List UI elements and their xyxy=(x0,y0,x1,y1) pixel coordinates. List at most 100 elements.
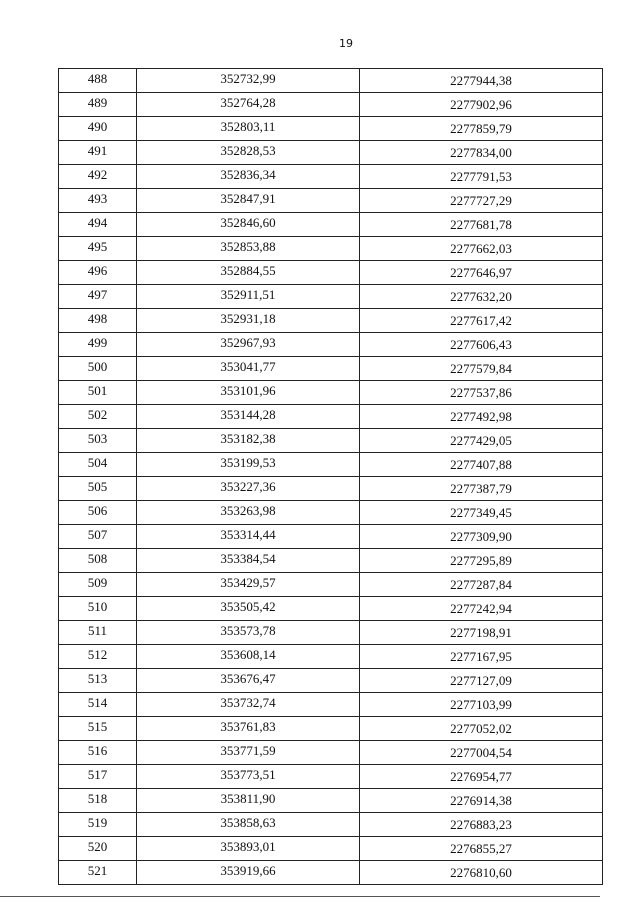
y-coordinate-cell: 2277349,45 xyxy=(359,500,603,525)
table-row: 519 353858,63 2276883,23 xyxy=(58,812,603,837)
y-coordinate-cell: 2277791,53 xyxy=(359,164,603,189)
x-coordinate-cell: 353811,90 xyxy=(136,788,360,813)
x-coordinate-cell: 352847,91 xyxy=(136,188,360,213)
y-coordinate-cell: 2277859,79 xyxy=(359,116,603,141)
point-number-cell: 503 xyxy=(58,428,137,453)
point-number-cell: 498 xyxy=(58,308,137,333)
table-row: 517 353773,51 2276954,77 xyxy=(58,764,603,789)
x-coordinate-cell: 353182,38 xyxy=(136,428,360,453)
y-coordinate-cell: 2277944,38 xyxy=(359,68,603,93)
y-coordinate-cell: 2277004,54 xyxy=(359,740,603,765)
y-coordinate-cell: 2276883,23 xyxy=(359,812,603,837)
x-coordinate-cell: 353773,51 xyxy=(136,764,360,789)
x-coordinate-cell: 353771,59 xyxy=(136,740,360,765)
y-coordinate-cell: 2277537,86 xyxy=(359,380,603,405)
point-number-cell: 517 xyxy=(58,764,137,789)
x-coordinate-cell: 353893,01 xyxy=(136,836,360,861)
x-coordinate-cell: 353573,78 xyxy=(136,620,360,645)
y-coordinate-cell: 2277617,42 xyxy=(359,308,603,333)
table-row: 503 353182,38 2277429,05 xyxy=(58,428,603,453)
y-coordinate-cell: 2277834,00 xyxy=(359,140,603,165)
point-number-cell: 499 xyxy=(58,332,137,357)
x-coordinate-cell: 352931,18 xyxy=(136,308,360,333)
x-coordinate-cell: 353101,96 xyxy=(136,380,360,405)
table-body: 488 352732,99 2277944,38 489 352764,28 227790… xyxy=(58,68,603,885)
table-row: 516 353771,59 2277004,54 xyxy=(58,740,603,765)
y-coordinate-cell: 2276855,27 xyxy=(359,836,603,861)
x-coordinate-cell: 353505,42 xyxy=(136,596,360,621)
point-number-cell: 520 xyxy=(58,836,137,861)
table-row: 495 352853,88 2277662,03 xyxy=(58,236,603,261)
x-coordinate-cell: 352764,28 xyxy=(136,92,360,117)
table-row: 504 353199,53 2277407,88 xyxy=(58,452,603,477)
table-row: 520 353893,01 2276855,27 xyxy=(58,836,603,861)
table-row: 514 353732,74 2277103,99 xyxy=(58,692,603,717)
x-coordinate-cell: 353676,47 xyxy=(136,668,360,693)
page-edge-divider xyxy=(0,896,600,897)
coordinates-table: 488 352732,99 2277944,38 489 352764,28 227790… xyxy=(58,68,603,885)
table-row: 513 353676,47 2277127,09 xyxy=(58,668,603,693)
point-number-cell: 514 xyxy=(58,692,137,717)
table-row: 500 353041,77 2277579,84 xyxy=(58,356,603,381)
x-coordinate-cell: 352828,53 xyxy=(136,140,360,165)
table-row: 521 353919,66 2276810,60 xyxy=(58,860,603,885)
table-row: 505 353227,36 2277387,79 xyxy=(58,476,603,501)
y-coordinate-cell: 2277407,88 xyxy=(359,452,603,477)
x-coordinate-cell: 353919,66 xyxy=(136,860,360,885)
table-row: 489 352764,28 2277902,96 xyxy=(58,92,603,117)
table-row: 492 352836,34 2277791,53 xyxy=(58,164,603,189)
x-coordinate-cell: 353199,53 xyxy=(136,452,360,477)
point-number-cell: 506 xyxy=(58,500,137,525)
x-coordinate-cell: 352846,60 xyxy=(136,212,360,237)
y-coordinate-cell: 2277052,02 xyxy=(359,716,603,741)
y-coordinate-cell: 2277662,03 xyxy=(359,236,603,261)
x-coordinate-cell: 353041,77 xyxy=(136,356,360,381)
point-number-cell: 509 xyxy=(58,572,137,597)
x-coordinate-cell: 353263,98 xyxy=(136,500,360,525)
table-row: 490 352803,11 2277859,79 xyxy=(58,116,603,141)
y-coordinate-cell: 2277309,90 xyxy=(359,524,603,549)
x-coordinate-cell: 353608,14 xyxy=(136,644,360,669)
x-coordinate-cell: 352853,88 xyxy=(136,236,360,261)
table-row: 512 353608,14 2277167,95 xyxy=(58,644,603,669)
point-number-cell: 508 xyxy=(58,548,137,573)
table-row: 498 352931,18 2277617,42 xyxy=(58,308,603,333)
table-row: 493 352847,91 2277727,29 xyxy=(58,188,603,213)
point-number-cell: 513 xyxy=(58,668,137,693)
point-number-cell: 494 xyxy=(58,212,137,237)
y-coordinate-cell: 2277287,84 xyxy=(359,572,603,597)
y-coordinate-cell: 2277242,94 xyxy=(359,596,603,621)
table-row: 510 353505,42 2277242,94 xyxy=(58,596,603,621)
y-coordinate-cell: 2277295,89 xyxy=(359,548,603,573)
table-row: 518 353811,90 2276914,38 xyxy=(58,788,603,813)
table-row: 488 352732,99 2277944,38 xyxy=(58,68,603,93)
table-row: 515 353761,83 2277052,02 xyxy=(58,716,603,741)
x-coordinate-cell: 352803,11 xyxy=(136,116,360,141)
point-number-cell: 504 xyxy=(58,452,137,477)
y-coordinate-cell: 2277579,84 xyxy=(359,356,603,381)
x-coordinate-cell: 353144,28 xyxy=(136,404,360,429)
x-coordinate-cell: 353227,36 xyxy=(136,476,360,501)
x-coordinate-cell: 353314,44 xyxy=(136,524,360,549)
table-row: 494 352846,60 2277681,78 xyxy=(58,212,603,237)
point-number-cell: 490 xyxy=(58,116,137,141)
y-coordinate-cell: 2277681,78 xyxy=(359,212,603,237)
x-coordinate-cell: 352732,99 xyxy=(136,68,360,93)
x-coordinate-cell: 353761,83 xyxy=(136,716,360,741)
point-number-cell: 500 xyxy=(58,356,137,381)
point-number-cell: 519 xyxy=(58,812,137,837)
x-coordinate-cell: 353384,54 xyxy=(136,548,360,573)
point-number-cell: 515 xyxy=(58,716,137,741)
table-row: 509 353429,57 2277287,84 xyxy=(58,572,603,597)
point-number-cell: 511 xyxy=(58,620,137,645)
table-row: 501 353101,96 2277537,86 xyxy=(58,380,603,405)
table-row: 496 352884,55 2277646,97 xyxy=(58,260,603,285)
point-number-cell: 489 xyxy=(58,92,137,117)
y-coordinate-cell: 2276810,60 xyxy=(359,860,603,885)
x-coordinate-cell: 353732,74 xyxy=(136,692,360,717)
point-number-cell: 521 xyxy=(58,860,137,885)
x-coordinate-cell: 353429,57 xyxy=(136,572,360,597)
point-number-cell: 495 xyxy=(58,236,137,261)
y-coordinate-cell: 2277727,29 xyxy=(359,188,603,213)
page-number: 19 xyxy=(339,37,353,50)
